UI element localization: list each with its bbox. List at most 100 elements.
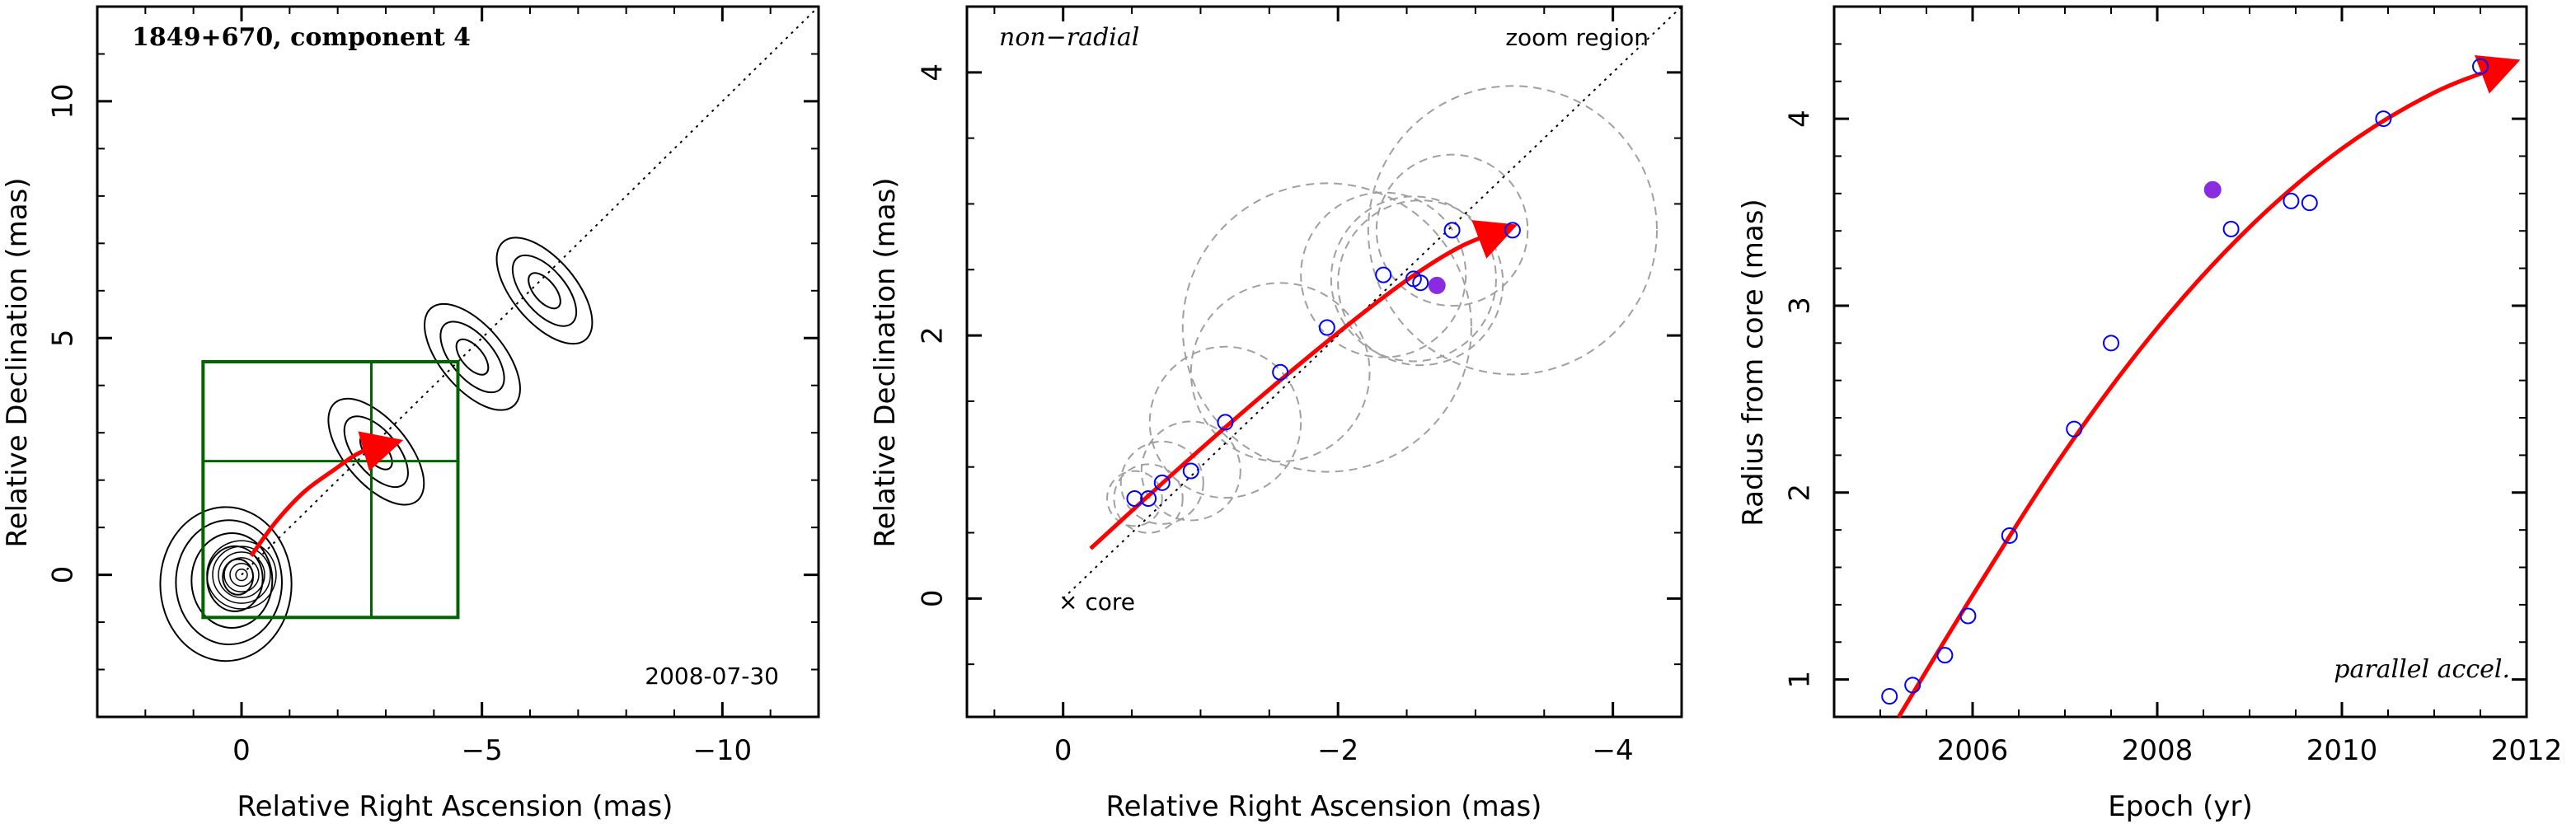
trajectory-arrow xyxy=(249,431,404,558)
plot-frame xyxy=(1832,5,2528,719)
jet-knot-contour xyxy=(327,397,425,506)
x-axis-label: Relative Right Ascension (mas) xyxy=(1106,790,1542,823)
jet-knot-contour xyxy=(511,254,578,327)
y-tick-label: 0 xyxy=(47,566,80,584)
open-data-point xyxy=(2283,192,2300,209)
component-size-circle xyxy=(1367,85,1658,376)
x-axis-label: Epoch (yr) xyxy=(2108,790,2253,823)
component-positions xyxy=(1126,222,1521,508)
x-axis-label: Relative Right Ascension (mas) xyxy=(237,790,673,823)
component-size-circle xyxy=(1375,153,1529,307)
x-tick-label: −5 xyxy=(462,734,503,767)
filled-data-point xyxy=(2203,180,2222,199)
open-data-point xyxy=(2472,58,2489,75)
core-inner-contour xyxy=(206,540,277,610)
x-tick-label: 2010 xyxy=(2306,734,2378,767)
core-contour xyxy=(190,532,274,629)
component-size-circle xyxy=(1189,282,1371,463)
diagonal-reference-line xyxy=(1063,6,1682,600)
core-contour xyxy=(159,506,293,662)
panel-label: non−radial xyxy=(999,23,1139,52)
open-data-point xyxy=(1412,274,1429,292)
y-axis-ticks: 0 2 4 xyxy=(917,6,1682,666)
component-size-circle xyxy=(1140,420,1241,522)
y-tick-label: 2 xyxy=(917,326,950,344)
y-tick-label: 10 xyxy=(47,83,80,119)
panel-title: 1849+670, component 4 xyxy=(132,23,471,52)
open-data-point xyxy=(1904,677,1921,694)
open-data-point xyxy=(1959,607,1977,625)
x-tick-label: 0 xyxy=(232,734,251,767)
fit-curve xyxy=(1089,220,1518,550)
y-axis-ticks: 1 2 3 4 xyxy=(1784,6,2527,718)
y-axis-label: Relative Declination (mas) xyxy=(1,177,34,547)
y-tick-label: 2 xyxy=(1784,484,1817,502)
open-data-point xyxy=(1217,414,1234,431)
y-tick-label: 1 xyxy=(1784,671,1817,689)
open-data-point xyxy=(1126,490,1143,508)
date-label: 2008-07-30 xyxy=(645,662,779,690)
core-inner-contour xyxy=(229,563,254,588)
x-tick-label: 2006 xyxy=(1937,734,2009,767)
core-label: × core xyxy=(1058,588,1135,616)
y-tick-label: 4 xyxy=(1784,110,1817,128)
trajectory-curve xyxy=(249,431,404,558)
core-inner-contour xyxy=(212,545,271,604)
component-size-circle xyxy=(1119,440,1204,525)
open-data-point xyxy=(1936,647,1954,664)
y-axis-ticks: 0 5 10 xyxy=(47,6,819,718)
open-data-point xyxy=(1140,490,1157,508)
open-data-point xyxy=(1318,319,1335,336)
jet-knot-contour xyxy=(528,272,561,310)
open-data-point xyxy=(2301,194,2318,212)
jet-knot-contour xyxy=(495,236,594,345)
open-data-point xyxy=(1153,474,1171,491)
y-tick-label: 4 xyxy=(917,63,950,82)
open-data-point xyxy=(1504,222,1521,239)
panel-contour-map: 0 −5 −10 0 5 10 1849+670, component 4 2008-0… xyxy=(1,5,820,823)
open-data-point xyxy=(1375,266,1392,283)
component-size-circle xyxy=(1330,195,1497,363)
y-axis-label: Radius from core (mas) xyxy=(1737,199,1770,526)
zoom-region-annotation: zoom region xyxy=(1505,24,1649,51)
open-data-point xyxy=(1443,222,1461,239)
component-size-circle xyxy=(1300,191,1467,358)
open-data-point xyxy=(1182,462,1199,480)
open-data-point xyxy=(2222,220,2240,237)
panel-label: parallel accel. xyxy=(2334,655,2510,684)
jet-knot-contour xyxy=(455,338,490,376)
x-axis-ticks: 0 −2 −4 xyxy=(993,7,1682,767)
jet-knot-contour xyxy=(343,415,409,489)
component-size-circle xyxy=(1113,463,1184,534)
open-data-point xyxy=(1272,363,1289,381)
plot-frame xyxy=(96,5,820,719)
y-axis-label: Relative Declination (mas) xyxy=(869,177,902,547)
contour-lines xyxy=(159,236,594,662)
component-size-circle xyxy=(1148,345,1302,499)
y-tick-label: 0 xyxy=(917,590,950,608)
filled-data-point xyxy=(1428,276,1446,294)
y-tick-label: 5 xyxy=(47,329,80,347)
x-tick-label: −2 xyxy=(1317,734,1358,767)
zoom-box xyxy=(201,360,460,620)
jet-knot-contour xyxy=(424,302,521,411)
zoom-box-outline xyxy=(201,360,460,620)
core-contour xyxy=(175,519,283,646)
core-inner-contour xyxy=(223,557,260,593)
panel-zoom-region: 0 −2 −4 024 non−radial zoom region × core … xyxy=(869,5,1683,823)
y-tick-label: 3 xyxy=(1784,297,1817,315)
diagonal-reference-line xyxy=(241,6,819,576)
plot-frame xyxy=(965,5,1683,719)
open-data-point xyxy=(2375,110,2392,128)
x-axis-ticks: 2006 2008 2010 2012 xyxy=(1879,7,2563,767)
component-size-circles xyxy=(1106,85,1658,534)
core-inner-contour xyxy=(235,568,248,582)
x-tick-label: −4 xyxy=(1593,734,1634,767)
x-tick-label: 2012 xyxy=(2491,734,2563,767)
component-size-circle xyxy=(1337,199,1504,367)
radius-measurements xyxy=(1881,58,2489,705)
fit-curve xyxy=(1897,54,2521,719)
diagonal-line xyxy=(241,6,819,576)
core-inner-contour xyxy=(218,551,265,598)
